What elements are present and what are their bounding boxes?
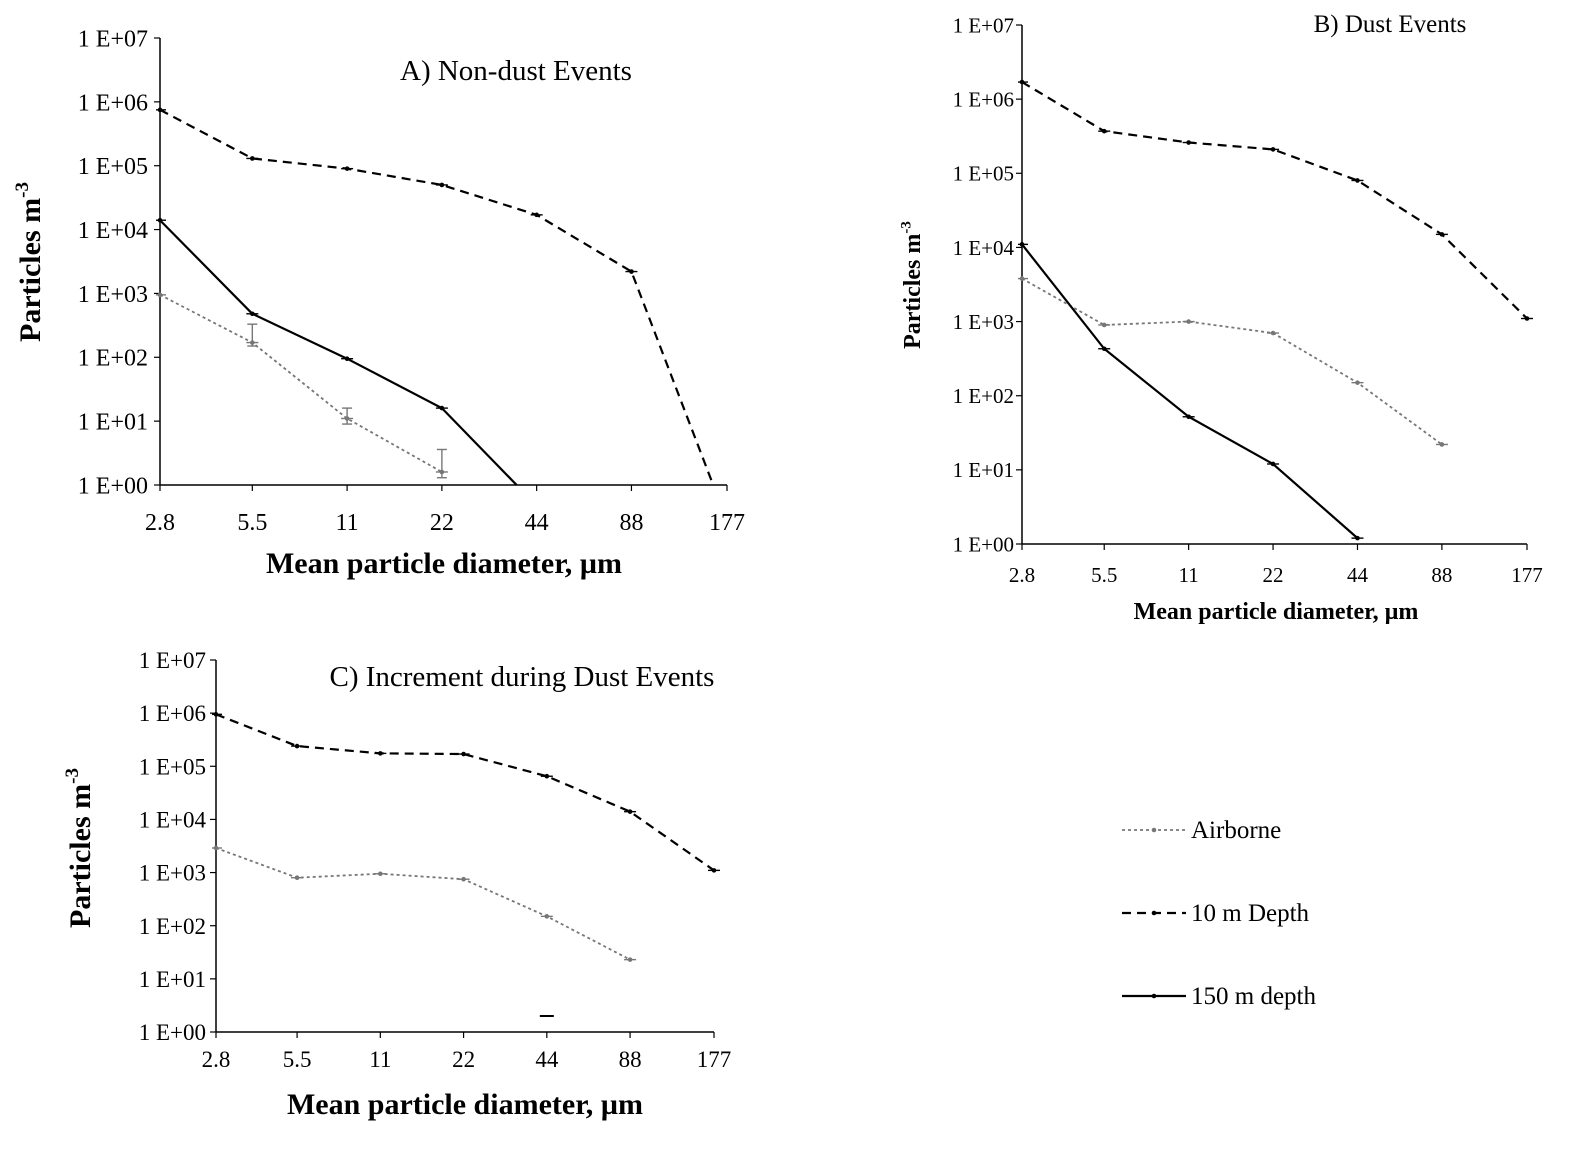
series-airborne xyxy=(212,845,637,962)
legend-marker xyxy=(1151,827,1157,833)
legend-item-10-m-depth: 10 m Depth xyxy=(1122,900,1310,927)
chart-title: A) Non-dust Events xyxy=(400,55,632,87)
series-150-m-depth xyxy=(156,217,518,486)
legend-item-airborne: Airborne xyxy=(1122,817,1281,844)
y-tick-label: 1 E+03 xyxy=(139,861,206,886)
series-line-airborne xyxy=(159,294,443,473)
series-line-airborne xyxy=(215,847,631,961)
x-tick-label: 11 xyxy=(369,1047,391,1072)
y-tick-label: 1 E+07 xyxy=(953,13,1014,37)
chart-title: C) Increment during Dust Events xyxy=(330,661,715,693)
legend-label: 10 m Depth xyxy=(1191,900,1310,927)
y-tick-label: 1 E+00 xyxy=(953,532,1014,556)
series-150-m-depth xyxy=(1018,242,1364,541)
x-tick-label: 2.8 xyxy=(202,1047,231,1072)
x-tick-label: 5.5 xyxy=(283,1047,312,1072)
series-line-10-m-depth xyxy=(215,713,715,872)
chart-title: B) Dust Events xyxy=(1314,11,1467,38)
y-tick-label: 1 E+05 xyxy=(78,154,148,180)
legend: Airborne 10 m Depth 150 m depth xyxy=(1122,817,1316,1010)
x-tick-label: 88 xyxy=(1431,563,1452,587)
legend-marker xyxy=(1151,910,1157,916)
series-airborne xyxy=(1018,276,1448,447)
series-line-10-m-depth xyxy=(159,108,715,486)
y-tick-label: 1 E+04 xyxy=(139,807,207,832)
y-tick-label: 1 E+03 xyxy=(953,310,1014,334)
x-tick-label: 177 xyxy=(709,510,745,536)
series-10-m-depth xyxy=(212,712,720,873)
x-tick-label: 2.8 xyxy=(145,510,175,536)
y-tick-label: 1 E+01 xyxy=(78,410,148,436)
legend-marker xyxy=(1151,993,1157,999)
x-tick-label: 88 xyxy=(619,1047,642,1072)
y-tick-label: 1 E+00 xyxy=(78,473,148,499)
series-line-150-m-depth xyxy=(1021,243,1359,539)
x-tick-label: 2.8 xyxy=(1009,563,1035,587)
y-tick-label: 1 E+00 xyxy=(139,1020,206,1045)
series-line-150-m-depth xyxy=(159,219,518,486)
x-tick-label: 5.5 xyxy=(1091,563,1117,587)
x-axis-title: Mean particle diameter, µm xyxy=(287,1088,643,1121)
y-tick-label: 1 E+06 xyxy=(953,87,1014,111)
series-line-10-m-depth xyxy=(1021,81,1528,320)
x-tick-label: 44 xyxy=(535,1047,559,1072)
chart-non-dust: 1 E+00 1 E+01 1 E+02 1 E+03 1 E+04 1 E+05 1 E+… xyxy=(12,26,745,580)
x-tick-label: 22 xyxy=(452,1047,475,1072)
x-tick-label: 22 xyxy=(430,510,454,536)
y-tick-label: 1 E+07 xyxy=(139,648,206,673)
y-axis-title: Particles m-3 xyxy=(62,768,97,928)
y-tick-label: 1 E+02 xyxy=(139,914,206,939)
x-tick-label: 5.5 xyxy=(237,510,267,536)
y-tick-label: 1 E+02 xyxy=(953,384,1014,408)
y-axis-title: Particles m-3 xyxy=(898,221,926,349)
series-airborne xyxy=(156,292,448,479)
x-tick-label: 44 xyxy=(525,510,549,536)
x-axis-title: Mean particle diameter, µm xyxy=(1134,599,1419,625)
legend-label: 150 m depth xyxy=(1191,983,1316,1010)
y-tick-label: 1 E+04 xyxy=(78,218,148,244)
y-tick-label: 1 E+06 xyxy=(78,90,148,116)
x-axis-title: Mean particle diameter, µm xyxy=(266,547,622,580)
x-tick-label: 11 xyxy=(1179,563,1199,587)
y-tick-label: 1 E+05 xyxy=(953,162,1014,186)
x-tick-label: 11 xyxy=(336,510,359,536)
y-axis-title: Particles m-3 xyxy=(12,182,47,342)
chart-dust: 1 E+00 1 E+01 1 E+02 1 E+03 1 E+04 1 E+05 1 E+… xyxy=(898,11,1542,625)
y-tick-label: 1 E+03 xyxy=(78,282,148,308)
legend-item-150-m-depth: 150 m depth xyxy=(1122,983,1316,1010)
y-tick-label: 1 E+05 xyxy=(139,754,206,779)
x-tick-label: 44 xyxy=(1347,563,1369,587)
x-tick-label: 177 xyxy=(697,1047,732,1072)
y-tick-label: 1 E+02 xyxy=(78,346,148,372)
y-tick-label: 1 E+06 xyxy=(139,701,206,726)
legend-label: Airborne xyxy=(1191,817,1281,844)
y-tick-label: 1 E+04 xyxy=(953,236,1015,260)
series-10-m-depth xyxy=(1018,79,1533,321)
y-tick-label: 1 E+01 xyxy=(953,458,1014,482)
y-tick-label: 1 E+01 xyxy=(139,967,206,992)
x-tick-label: 88 xyxy=(619,510,643,536)
x-tick-label: 177 xyxy=(1511,563,1543,587)
chart-increment: 1 E+00 1 E+01 1 E+02 1 E+03 1 E+04 1 E+05 1 E+… xyxy=(62,648,731,1121)
series-10-m-depth xyxy=(156,107,715,486)
y-tick-label: 1 E+07 xyxy=(78,26,148,52)
series-line-airborne xyxy=(1021,277,1443,446)
x-tick-label: 22 xyxy=(1263,563,1284,587)
